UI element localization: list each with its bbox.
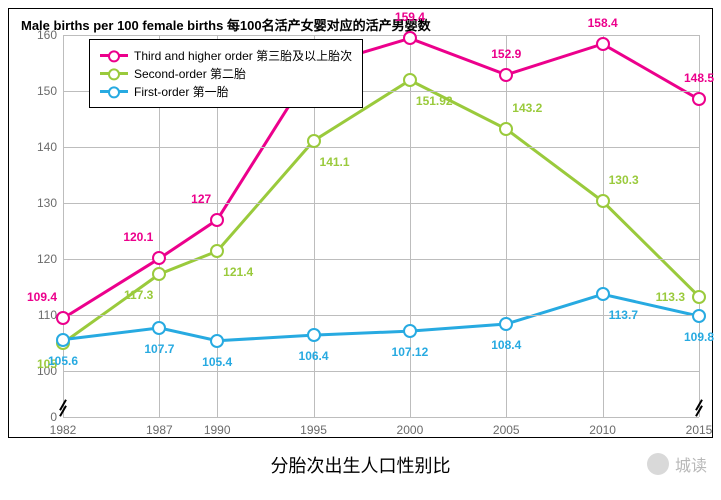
gridline-v xyxy=(410,35,411,417)
data-label: 113.3 xyxy=(656,290,685,304)
data-point xyxy=(499,317,513,331)
x-tick-label: 2000 xyxy=(397,423,424,437)
x-tick-label: 2015 xyxy=(686,423,713,437)
data-point xyxy=(210,334,224,348)
x-tick-label: 1990 xyxy=(204,423,231,437)
legend-item: First-order 第一胎 xyxy=(100,83,352,100)
data-label: 107.7 xyxy=(144,342,174,356)
data-label: 109.8 xyxy=(684,330,714,344)
data-label: 106.4 xyxy=(299,349,329,363)
data-point xyxy=(152,321,166,335)
data-label: 130.3 xyxy=(609,173,639,187)
legend-item: Second-order 第二胎 xyxy=(100,65,352,82)
watermark-text: 城读 xyxy=(675,452,707,476)
chart-title: Male births per 100 female births 每100名活… xyxy=(21,15,431,34)
y-tick-label: 110 xyxy=(38,308,57,322)
x-tick-label: 1987 xyxy=(146,423,173,437)
gridline-h xyxy=(63,417,699,418)
data-point xyxy=(596,287,610,301)
data-label: 113.7 xyxy=(609,308,638,322)
data-label: 105.4 xyxy=(202,355,232,369)
data-point xyxy=(307,328,321,342)
legend-swatch xyxy=(100,90,128,93)
watermark: 城读 xyxy=(647,452,707,476)
data-point xyxy=(403,324,417,338)
data-point xyxy=(692,92,706,106)
data-point xyxy=(56,333,70,347)
y-tick-label: 120 xyxy=(37,252,57,266)
data-point xyxy=(692,290,706,304)
y-tick-label: 150 xyxy=(37,84,57,98)
legend-swatch xyxy=(100,54,128,57)
gridline-v xyxy=(506,35,507,417)
y-tick-label: 130 xyxy=(37,196,57,210)
data-point xyxy=(152,251,166,265)
data-label: 159.4 xyxy=(395,10,425,24)
y-tick-label: 160 xyxy=(37,28,57,42)
data-label: 143.2 xyxy=(512,101,542,115)
data-point xyxy=(692,309,706,323)
gridline-v xyxy=(603,35,604,417)
data-point xyxy=(499,68,513,82)
data-label: 141.1 xyxy=(320,155,350,169)
data-label: 148.5 xyxy=(684,71,714,85)
data-point xyxy=(210,244,224,258)
data-label: 117.3 xyxy=(124,288,153,302)
legend-item: Third and higher order 第三胎及以上胎次 xyxy=(100,47,352,64)
y-tick-label: 0 xyxy=(50,410,57,424)
data-point xyxy=(499,122,513,136)
data-label: 127 xyxy=(191,192,211,206)
data-point xyxy=(56,311,70,325)
legend-swatch xyxy=(100,72,128,75)
x-tick-label: 2010 xyxy=(589,423,616,437)
data-label: 105.6 xyxy=(48,354,78,368)
data-point xyxy=(596,37,610,51)
legend-label: First-order 第一胎 xyxy=(134,83,229,100)
data-label: 109.4 xyxy=(27,290,57,304)
data-label: 158.4 xyxy=(588,16,618,30)
x-tick-label: 2005 xyxy=(493,423,520,437)
chart-caption: 分胎次出生人口性别比 xyxy=(0,452,721,478)
chart-container: Male births per 100 female births 每100名活… xyxy=(8,8,713,438)
data-label: 120.1 xyxy=(123,230,153,244)
data-label: 108.4 xyxy=(491,338,521,352)
legend-label: Third and higher order 第三胎及以上胎次 xyxy=(134,47,352,64)
data-point xyxy=(210,213,224,227)
legend-label: Second-order 第二胎 xyxy=(134,65,246,82)
data-point xyxy=(403,31,417,45)
y-tick-label: 140 xyxy=(37,140,57,154)
data-point xyxy=(307,134,321,148)
data-point xyxy=(596,194,610,208)
wechat-icon xyxy=(647,453,669,475)
data-label: 151.92 xyxy=(416,94,453,108)
x-tick-label: 1995 xyxy=(300,423,327,437)
x-tick-label: 1982 xyxy=(50,423,77,437)
data-label: 152.9 xyxy=(491,47,521,61)
legend: Third and higher order 第三胎及以上胎次Second-or… xyxy=(89,39,363,108)
data-point xyxy=(152,267,166,281)
data-label: 107.12 xyxy=(392,345,429,359)
data-point xyxy=(403,73,417,87)
data-label: 121.4 xyxy=(223,265,253,279)
